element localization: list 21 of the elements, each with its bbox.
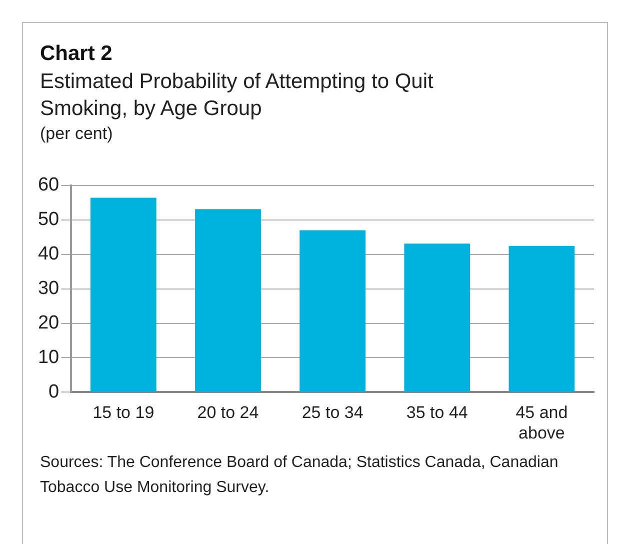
x-tick-label: 25 to 34 — [302, 403, 364, 422]
chart-title: Chart 2 — [40, 42, 112, 66]
y-tick-label: 0 — [48, 381, 60, 402]
bar — [508, 246, 575, 392]
chart-subtitle: Estimated Probability of Attempting to Quit Smoking, by Age Group — [40, 69, 434, 122]
y-tick-label: 30 — [38, 278, 60, 300]
x-tick-label: 15 to 19 — [92, 403, 154, 422]
x-tick-label: 35 to 44 — [406, 403, 468, 422]
y-axis-title: (per cent) — [40, 124, 113, 144]
y-tick-label: 50 — [38, 209, 60, 230]
y-tick-label: 20 — [38, 312, 60, 334]
y-tick-label: 10 — [38, 346, 60, 368]
bar — [195, 209, 261, 392]
y-tick-label: 40 — [38, 244, 60, 265]
bar — [300, 230, 366, 392]
bar — [404, 244, 470, 392]
x-tick-label: 20 to 24 — [197, 403, 259, 422]
source-note: Sources: The Conference Board of Canada; Statistics Canada, Canadian Tobacco Use Monitoring Survey. — [40, 453, 560, 498]
y-tick-label: 60 — [38, 174, 60, 196]
x-tick-label: 45 and above — [516, 403, 568, 442]
bar — [90, 198, 156, 392]
